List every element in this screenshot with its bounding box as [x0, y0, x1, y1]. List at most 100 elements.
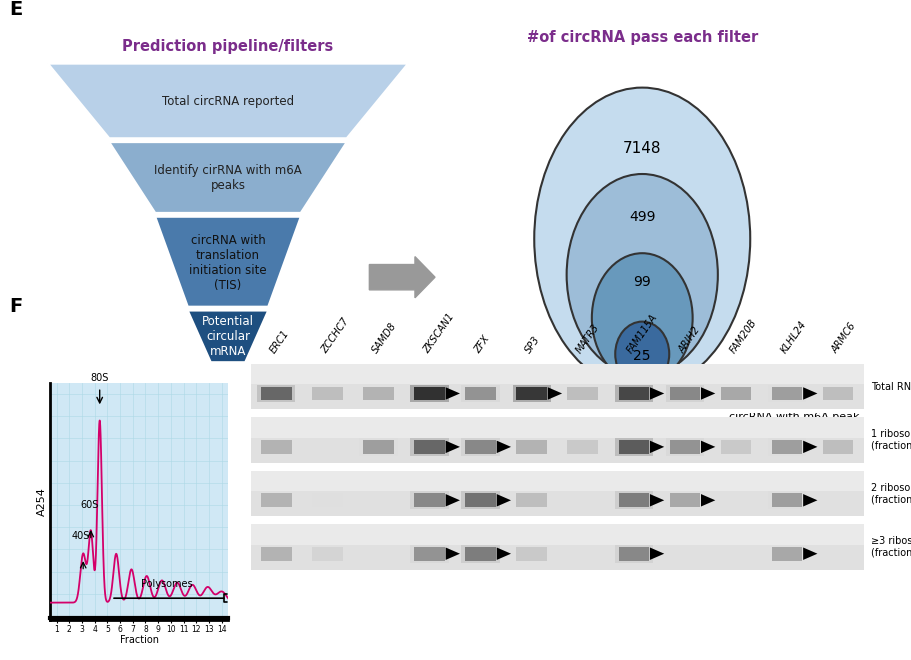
- Bar: [410, 438, 448, 456]
- Bar: [614, 492, 652, 509]
- Bar: [618, 494, 649, 507]
- Polygon shape: [701, 441, 714, 453]
- Polygon shape: [548, 387, 561, 400]
- Bar: [312, 387, 343, 401]
- Text: 2 ribosomes
(fraction 8): 2 ribosomes (fraction 8): [870, 482, 911, 504]
- Polygon shape: [445, 387, 459, 400]
- Ellipse shape: [566, 174, 717, 376]
- Text: MATR3: MATR3: [574, 322, 601, 355]
- Bar: [251, 471, 863, 491]
- Text: FAM115A: FAM115A: [625, 312, 660, 355]
- Text: F: F: [9, 297, 23, 316]
- Text: ARMC6: ARMC6: [829, 321, 857, 355]
- Bar: [516, 440, 547, 453]
- Bar: [461, 492, 499, 509]
- Bar: [251, 524, 863, 544]
- Bar: [767, 438, 805, 456]
- Bar: [822, 440, 853, 453]
- Text: SAMD8: SAMD8: [370, 321, 398, 355]
- Polygon shape: [155, 216, 301, 307]
- Bar: [614, 385, 652, 403]
- Bar: [618, 387, 649, 401]
- Text: KLHL24: KLHL24: [778, 319, 807, 355]
- Bar: [465, 387, 496, 401]
- Bar: [251, 471, 863, 516]
- Polygon shape: [48, 63, 407, 139]
- Text: circRNA with
translation
initiation site
(TIS): circRNA with translation initiation site…: [189, 234, 267, 292]
- Bar: [516, 494, 547, 507]
- Bar: [771, 494, 802, 507]
- Bar: [312, 494, 343, 507]
- Text: ARIH2: ARIH2: [676, 325, 701, 355]
- Polygon shape: [701, 494, 714, 506]
- Text: ERC1: ERC1: [268, 328, 291, 355]
- Polygon shape: [650, 441, 663, 453]
- Bar: [363, 440, 394, 453]
- Text: Total RNA: Total RNA: [870, 381, 911, 391]
- Bar: [461, 385, 499, 403]
- Bar: [771, 547, 802, 560]
- Text: 60S: 60S: [80, 500, 99, 510]
- Text: ZFX: ZFX: [472, 334, 491, 355]
- Bar: [771, 440, 802, 453]
- Text: Potential
circular
mRNA: Potential circular mRNA: [201, 315, 254, 358]
- Polygon shape: [803, 441, 816, 453]
- Polygon shape: [650, 494, 663, 506]
- Text: 7148: 7148: [622, 141, 660, 156]
- Bar: [669, 387, 700, 401]
- Bar: [261, 494, 292, 507]
- Bar: [251, 417, 863, 438]
- Bar: [251, 364, 863, 409]
- Polygon shape: [803, 387, 816, 400]
- Text: ZKSCAN1: ZKSCAN1: [421, 312, 456, 355]
- Text: ZCCHC7: ZCCHC7: [319, 316, 350, 355]
- Text: 1 ribosome
(fraction 6): 1 ribosome (fraction 6): [870, 429, 911, 451]
- FancyArrow shape: [369, 257, 435, 298]
- Bar: [410, 385, 448, 403]
- Bar: [461, 544, 499, 562]
- Polygon shape: [188, 310, 268, 362]
- Bar: [465, 547, 496, 560]
- Bar: [312, 547, 343, 560]
- Bar: [767, 385, 805, 403]
- Polygon shape: [445, 441, 459, 453]
- Ellipse shape: [591, 253, 691, 383]
- Text: Total circRNA reported: Total circRNA reported: [162, 94, 293, 108]
- Polygon shape: [496, 441, 510, 453]
- Bar: [512, 385, 550, 403]
- Polygon shape: [496, 494, 510, 506]
- Polygon shape: [803, 494, 816, 506]
- Text: Identify cirRNA with m6A
peaks: Identify cirRNA with m6A peaks: [154, 164, 302, 191]
- Text: Prediction pipeline/filters: Prediction pipeline/filters: [122, 39, 333, 53]
- Bar: [414, 440, 445, 453]
- Bar: [665, 385, 703, 403]
- Bar: [410, 492, 448, 509]
- Bar: [414, 494, 445, 507]
- Bar: [720, 387, 751, 401]
- Text: ≥3 ribosomes
(fraction 9-14): ≥3 ribosomes (fraction 9-14): [870, 536, 911, 558]
- Bar: [567, 387, 598, 401]
- Bar: [771, 387, 802, 401]
- Bar: [767, 492, 805, 509]
- Bar: [516, 387, 547, 401]
- Bar: [251, 417, 863, 463]
- Bar: [614, 544, 652, 562]
- X-axis label: Fraction: Fraction: [119, 635, 159, 645]
- Y-axis label: A254: A254: [37, 487, 47, 516]
- Polygon shape: [650, 387, 663, 400]
- Text: 499: 499: [629, 210, 655, 224]
- Bar: [461, 438, 499, 456]
- Bar: [363, 387, 394, 401]
- Ellipse shape: [615, 321, 669, 386]
- Bar: [251, 364, 863, 384]
- Polygon shape: [803, 548, 816, 560]
- Polygon shape: [445, 548, 459, 560]
- Bar: [251, 524, 863, 570]
- Bar: [261, 547, 292, 560]
- Text: SP3: SP3: [523, 334, 542, 355]
- Bar: [822, 387, 853, 401]
- Bar: [359, 438, 397, 456]
- Bar: [516, 547, 547, 560]
- Bar: [257, 385, 295, 403]
- Bar: [669, 494, 700, 507]
